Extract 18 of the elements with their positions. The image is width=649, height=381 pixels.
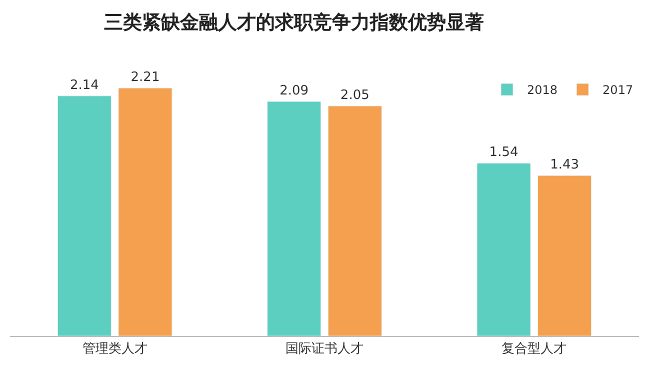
bar xyxy=(328,106,382,336)
data-label: 2.14 xyxy=(70,78,99,93)
legend-label: 2017 xyxy=(602,83,634,98)
data-label: 2.05 xyxy=(340,88,370,103)
legend-label: 2018 xyxy=(527,83,558,98)
x-tick-label: 管理类人才 xyxy=(82,342,148,357)
data-label: 2.09 xyxy=(280,84,309,99)
data-label: 2.21 xyxy=(130,70,160,86)
chart-title: 三类紧缺金融人才的求职竞争力指数优势显著 xyxy=(104,12,484,34)
data-label: 1.43 xyxy=(550,158,580,173)
bar xyxy=(267,101,322,336)
x-tick-label: 国际证书人才 xyxy=(286,342,364,357)
bar xyxy=(538,175,592,336)
bar xyxy=(118,88,172,336)
bar xyxy=(476,162,531,336)
x-tick-label: 复合型人才 xyxy=(502,342,567,357)
bar xyxy=(57,96,112,336)
data-label: 1.54 xyxy=(489,145,518,160)
